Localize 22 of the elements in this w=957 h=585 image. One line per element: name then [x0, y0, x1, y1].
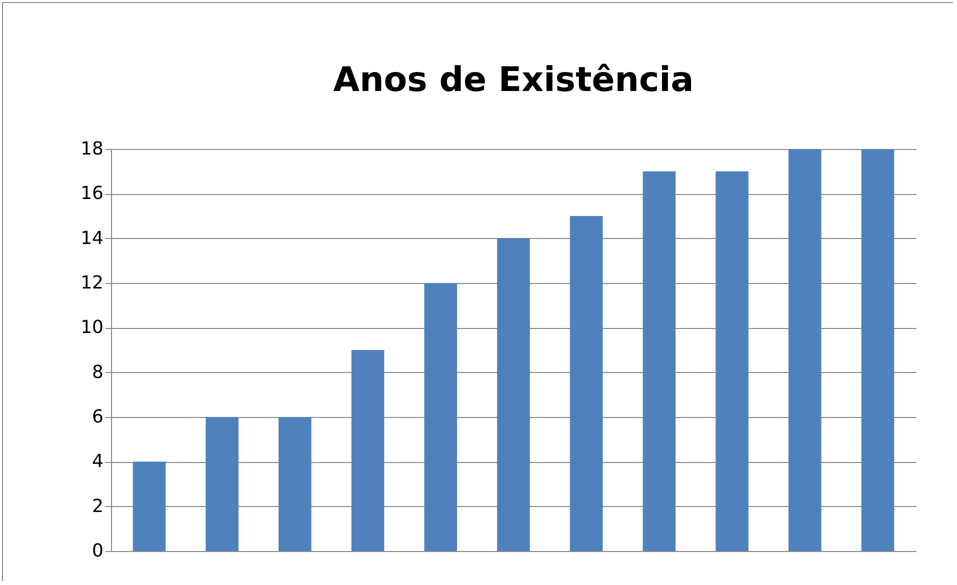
y-tick-label: 0 — [92, 540, 104, 562]
y-tick-label: 16 — [80, 183, 104, 204]
bar — [861, 149, 894, 551]
bar — [642, 171, 676, 551]
bar — [351, 350, 384, 551]
bar — [132, 462, 166, 551]
bar — [788, 149, 822, 551]
y-tick-label: 4 — [92, 451, 104, 472]
y-tick-label: 2 — [92, 496, 104, 517]
y-tick-label: 6 — [92, 406, 104, 428]
bar — [716, 171, 748, 551]
bar — [497, 238, 530, 551]
bar — [206, 417, 238, 551]
y-tick-label: 12 — [80, 272, 104, 294]
bar — [570, 216, 603, 551]
y-tick-label: 8 — [92, 362, 104, 383]
bar — [278, 417, 312, 551]
chart-title: Anos de Existência — [333, 60, 694, 100]
y-tick-label: 10 — [80, 317, 104, 338]
y-tick-label: 18 — [80, 138, 104, 160]
y-tick-label: 14 — [80, 228, 104, 249]
bar — [424, 283, 458, 551]
